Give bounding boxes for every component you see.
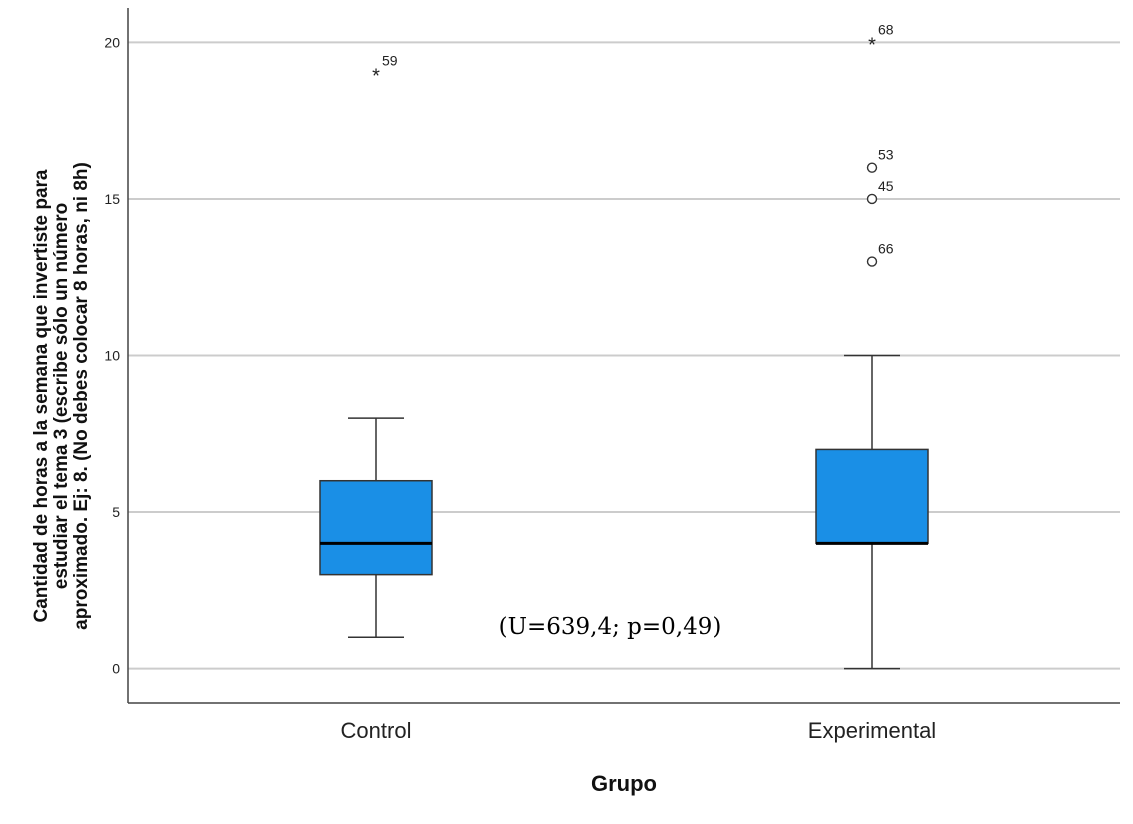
x-category-label-control: Control: [341, 718, 412, 743]
outlier-circle-45: [866, 193, 878, 205]
outlier-label-53: 53: [878, 147, 894, 163]
y-axis-title-line-3: aproximado. Ej: 8. (No debes colocar 8 h…: [71, 162, 92, 630]
x-category-label-experimental: Experimental: [808, 718, 936, 743]
boxes: [319, 354, 929, 670]
y-tick-label-15: 15: [104, 191, 120, 207]
box-group-control: [319, 417, 433, 639]
box-control: [319, 479, 433, 576]
y-tick-label-5: 5: [112, 504, 120, 520]
outlier-label-59: 59: [382, 53, 398, 69]
y-tick-label-10: 10: [104, 348, 120, 364]
y-axis-title-line-1: Cantidad de horas a la semana que invert…: [31, 169, 52, 622]
y-axis-title-line-2: estudiar el tema 3 (escribe sólo un núme…: [51, 203, 72, 589]
y-tick-label-0: 0: [112, 661, 120, 677]
y-tick-label-20: 20: [104, 34, 120, 50]
outlier-label-66: 66: [878, 241, 894, 257]
outlier-star-68: *: [868, 34, 876, 56]
outlier-label-45: 45: [878, 178, 894, 194]
outlier-circle-66: [866, 256, 878, 267]
y-axis-title: Cantidad de horas a la semana que invert…: [31, 162, 92, 630]
outlier-label-68: 68: [878, 21, 894, 37]
gridlines: [128, 41, 1120, 670]
test-annotation: (U=639,4; p=0,49): [499, 614, 722, 640]
axes: [127, 8, 1120, 704]
category-labels: Control Experimental: [341, 718, 937, 743]
outlier-circle-53: [866, 162, 878, 173]
outlier-star-59: *: [372, 66, 380, 88]
y-tick-labels: 0 5 10 15 20: [104, 34, 120, 676]
box-experimental: [815, 448, 929, 545]
x-axis-title: Grupo: [591, 771, 657, 796]
box-group-experimental: [815, 354, 929, 670]
